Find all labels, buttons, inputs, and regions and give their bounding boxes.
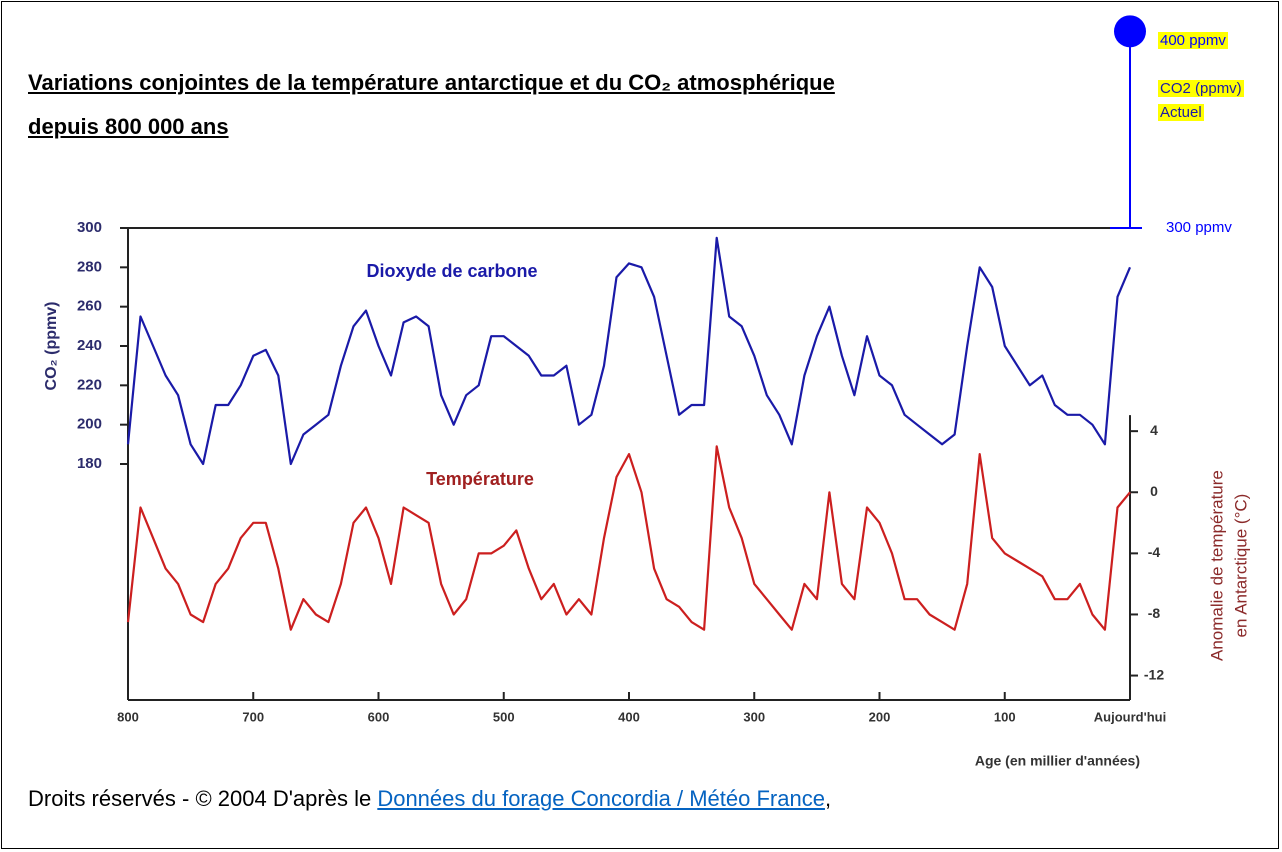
reference-label: 300 ppmv bbox=[1166, 219, 1232, 236]
footer-text: , bbox=[824, 786, 832, 811]
y2-tick-label: -8 bbox=[1148, 605, 1161, 621]
series-annotation: Température bbox=[426, 469, 534, 489]
current-co2-marker bbox=[1114, 15, 1146, 48]
x-tick-label: 100 bbox=[994, 709, 1016, 724]
x-tick-label: Aujourd'hui bbox=[1094, 709, 1166, 724]
y2-tick-label: -12 bbox=[1144, 666, 1164, 682]
y2-tick-label: 4 bbox=[1150, 422, 1158, 438]
current-co2-note: Actuel bbox=[1158, 104, 1204, 121]
series-line bbox=[126, 236, 1132, 466]
series-annotation: Dioxyde de carbone bbox=[366, 261, 537, 281]
x-tick-label: 500 bbox=[493, 709, 515, 724]
y-tick-label: 300 bbox=[77, 219, 102, 236]
y-axis-label: CO₂ (ppmv) bbox=[43, 302, 60, 391]
current-co2-label: 400 ppmv bbox=[1158, 32, 1228, 49]
title-line: depuis 800 000 ans bbox=[28, 114, 229, 139]
footer: Droits réservés - © 2004 D'après le Donn… bbox=[28, 786, 831, 812]
x-axis-label: Age (en millier d'années) bbox=[975, 753, 1140, 769]
y2-tick-label: -4 bbox=[1148, 544, 1161, 560]
title: Variations conjointes de la température … bbox=[28, 70, 835, 95]
y-tick-label: 180 bbox=[77, 455, 102, 472]
footer-link[interactable]: Données du forage Concordia / Météo Fran… bbox=[377, 786, 825, 811]
series-line bbox=[126, 445, 1131, 631]
x-tick-label: 400 bbox=[618, 709, 640, 724]
y-tick-label: 280 bbox=[77, 258, 102, 275]
y2-axis-label: en Antarctique (°C) bbox=[1231, 494, 1250, 638]
x-tick-label: 600 bbox=[368, 709, 390, 724]
y2-tick-label: 0 bbox=[1150, 483, 1158, 499]
y-tick-label: 240 bbox=[77, 337, 102, 354]
x-tick-label: 700 bbox=[242, 709, 264, 724]
x-tick-label: 800 bbox=[117, 709, 139, 724]
y-tick-label: 220 bbox=[77, 376, 102, 393]
footer-text: Droits réservés - © 2004 D'après le bbox=[28, 786, 378, 811]
current-co2-note: CO2 (ppmv) bbox=[1158, 80, 1244, 97]
x-tick-label: 200 bbox=[869, 709, 891, 724]
y-tick-label: 260 bbox=[77, 298, 102, 315]
y2-axis-label: Anomalie de température bbox=[1207, 470, 1226, 661]
x-tick-label: 300 bbox=[743, 709, 765, 724]
y-tick-label: 200 bbox=[77, 416, 102, 433]
